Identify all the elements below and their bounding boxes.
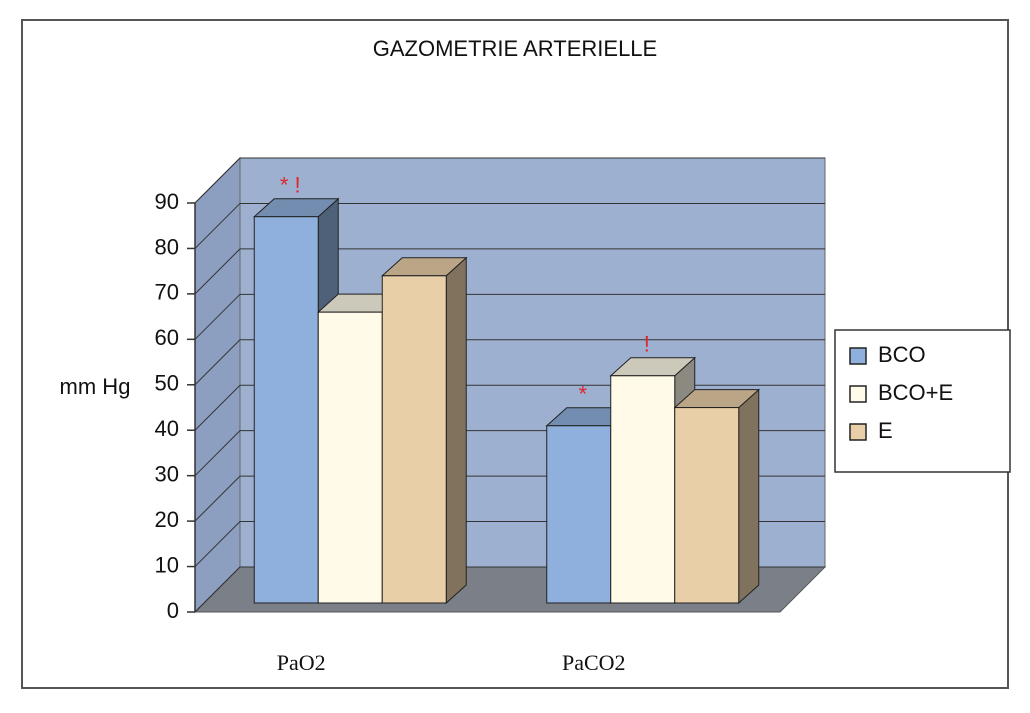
bar — [381, 275, 447, 604]
legend-swatch — [849, 385, 867, 403]
y-tick-label: 60 — [155, 325, 179, 350]
y-tick-label: 90 — [155, 189, 179, 214]
bar — [317, 311, 383, 604]
grid-line — [194, 202, 825, 249]
legend-label: E — [878, 418, 893, 443]
x-tick-label: PaCO2 — [562, 650, 626, 675]
annotation: * — [578, 382, 587, 407]
grid-line — [194, 339, 825, 386]
bar-side — [445, 256, 467, 605]
legend-label: BCO — [878, 342, 926, 367]
grid-line — [194, 293, 825, 340]
legend-swatch — [849, 347, 867, 365]
y-tick-label: 30 — [155, 461, 179, 486]
bar — [546, 425, 612, 604]
y-tick-label: 20 — [155, 507, 179, 532]
y-tick-label: 10 — [155, 552, 179, 577]
annotation: ! — [644, 332, 650, 357]
y-axis-label: mm Hg — [60, 374, 131, 399]
bar — [674, 407, 740, 604]
bar-side — [738, 388, 760, 605]
legend-swatch — [849, 423, 867, 441]
bar — [253, 216, 319, 604]
x-tick-label: PaO2 — [277, 650, 326, 675]
annotation: * ! — [280, 173, 301, 198]
chart-title: GAZOMETRIE ARTERIELLE — [373, 36, 657, 61]
y-tick-label: 70 — [155, 280, 179, 305]
bar — [610, 375, 676, 604]
y-tick-label: 80 — [155, 234, 179, 259]
grid-line — [194, 157, 825, 204]
y-tick-label: 0 — [167, 598, 179, 623]
legend-label: BCO+E — [878, 380, 953, 405]
grid-line — [194, 248, 825, 295]
y-tick-label: 50 — [155, 371, 179, 396]
y-tick-label: 40 — [155, 416, 179, 441]
